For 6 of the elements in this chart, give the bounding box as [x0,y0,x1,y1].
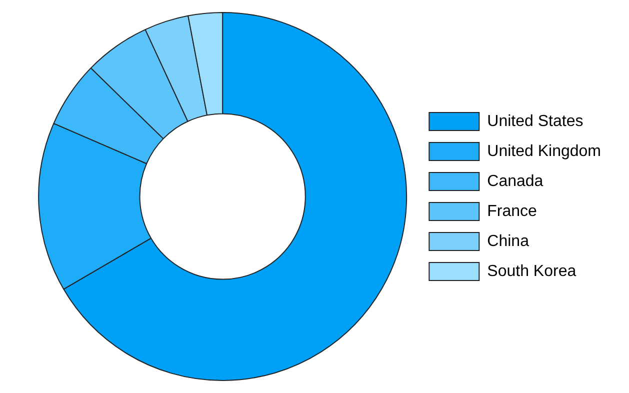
legend-label: China [487,232,530,250]
legend-label: United Kingdom [487,142,601,160]
legend-label: United States [487,112,584,130]
legend-label: France [487,202,538,220]
legend-label: South Korea [487,262,576,280]
legend-label: Canada [487,172,544,190]
